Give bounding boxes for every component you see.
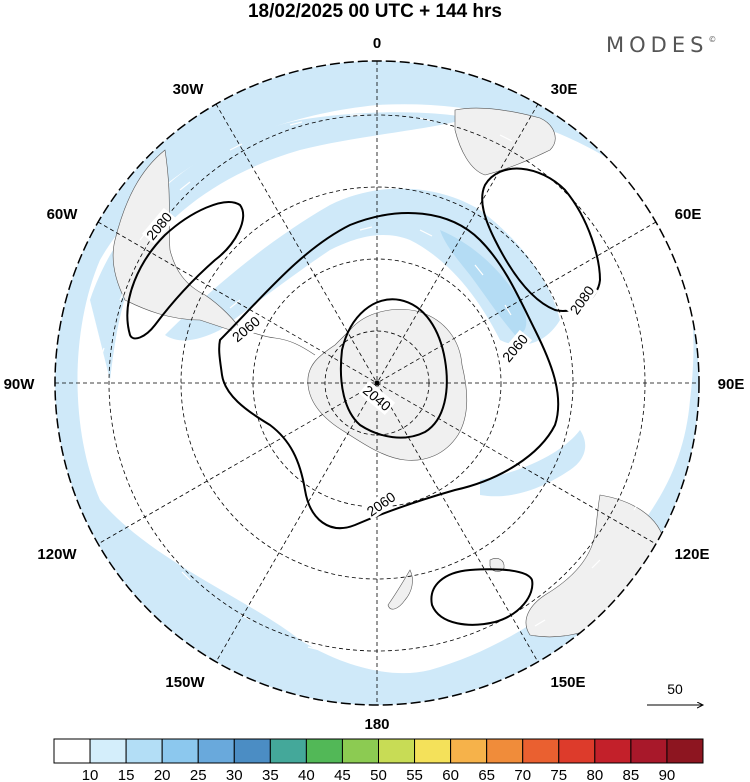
lon-label-150e: 150E xyxy=(550,674,585,691)
brand-name: MODES xyxy=(606,33,709,57)
wind-reference: 50 xyxy=(647,681,703,705)
colorbar-swatch xyxy=(89,738,127,764)
land-africa xyxy=(454,107,556,176)
colorbar-tick-label: 30 xyxy=(226,767,243,782)
colorbar-tick-label: 60 xyxy=(442,767,459,782)
colorbar-swatch xyxy=(233,738,271,764)
colorbar-tick-label: 35 xyxy=(262,767,279,782)
lon-label-90e: 90E xyxy=(718,376,745,393)
wind-shading-south-band xyxy=(480,430,586,497)
wind-shading-west-band xyxy=(90,112,470,380)
lon-label-90w: 90W xyxy=(4,376,36,393)
lon-label-150w: 150W xyxy=(165,674,205,691)
colorbar-swatch xyxy=(341,738,380,764)
pole-marker xyxy=(374,380,380,386)
colorbar-tick-label: 80 xyxy=(586,767,603,782)
colorbar-tick-label: 85 xyxy=(623,767,640,782)
colorbar-swatch xyxy=(197,738,235,764)
jet-streak-core xyxy=(440,230,527,335)
colorbar-swatch xyxy=(630,738,668,764)
land-new-zealand xyxy=(387,569,413,610)
map-title: 18/02/2025 00 UTC + 144 hrs xyxy=(247,1,503,22)
colorbar-tick-label: 55 xyxy=(406,767,423,782)
colorbar-tick-label: 40 xyxy=(298,767,315,782)
colorbar-tick-label: 70 xyxy=(514,767,531,782)
lon-label-30w: 30W xyxy=(173,81,205,98)
lon-label-120w: 120W xyxy=(37,546,77,563)
lon-label-60e: 60E xyxy=(675,206,702,223)
contour-2080-west xyxy=(126,201,245,340)
colorbar-tick-label: 45 xyxy=(334,767,351,782)
colorbar-swatch xyxy=(125,738,163,764)
lon-label-0: 0 xyxy=(373,35,381,52)
colorbar-swatch xyxy=(558,738,596,764)
colorbar-swatch xyxy=(666,738,704,764)
colorbar-tick-label: 10 xyxy=(82,767,99,782)
colorbar-swatch xyxy=(414,738,452,764)
colorbar-swatch xyxy=(594,738,632,764)
modes-logo: MODES© xyxy=(606,33,716,57)
colorbar-tick-label: 90 xyxy=(659,767,676,782)
colorbar-swatch xyxy=(53,738,91,764)
colorbar-swatch xyxy=(378,738,416,764)
longitude-labels: 0 30W 30E 60W 60E 90W 90E 120W 120E 150W… xyxy=(4,35,745,733)
colorbar-tick-label: 15 xyxy=(118,767,135,782)
colorbar-tick-label: 75 xyxy=(550,767,567,782)
colorbar-tick-label: 50 xyxy=(370,767,387,782)
colorbar-tick-label: 65 xyxy=(478,767,495,782)
contour-closed-south xyxy=(430,568,534,626)
colorbar-swatch xyxy=(486,738,524,764)
lon-label-180: 180 xyxy=(364,716,389,733)
colorbar-swatch xyxy=(450,738,488,764)
land-south-america xyxy=(112,149,246,336)
colorbar: 10 15 20 25 30 35 40 45 50 55 60 65 70 75 80 85 90 xyxy=(53,738,704,782)
contour-2040 xyxy=(339,298,448,439)
colorbar-tick-label: 20 xyxy=(154,767,171,782)
land-antarctica xyxy=(307,309,468,461)
lon-label-60w: 60W xyxy=(47,206,79,223)
lon-label-120e: 120E xyxy=(674,546,709,563)
jet-streak-central xyxy=(165,188,560,345)
colorbar-swatch xyxy=(269,738,307,764)
wind-reference-value: 50 xyxy=(667,681,683,697)
map-frame xyxy=(54,60,700,706)
land-antarctic-peninsula xyxy=(249,331,316,356)
wind-vector-field xyxy=(99,114,671,666)
colorbar-swatch xyxy=(161,738,199,764)
contour-2060-main xyxy=(218,212,560,530)
lon-label-30e: 30E xyxy=(551,81,578,98)
map-disc: 2080 2080 2060 2060 2060 2040 xyxy=(55,61,699,705)
colorbar-swatch xyxy=(522,738,560,764)
colorbar-tick-label: 25 xyxy=(190,767,207,782)
colorbar-swatch xyxy=(305,738,343,764)
copyright-mark: © xyxy=(708,35,717,44)
